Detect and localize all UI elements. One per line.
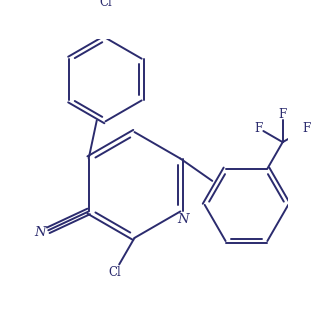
Text: Cl: Cl: [99, 0, 112, 9]
Text: F: F: [254, 122, 263, 135]
Text: Cl: Cl: [108, 267, 121, 279]
Text: F: F: [278, 108, 287, 121]
Text: N: N: [34, 225, 46, 239]
Text: F: F: [303, 122, 311, 135]
Text: N: N: [177, 213, 189, 226]
